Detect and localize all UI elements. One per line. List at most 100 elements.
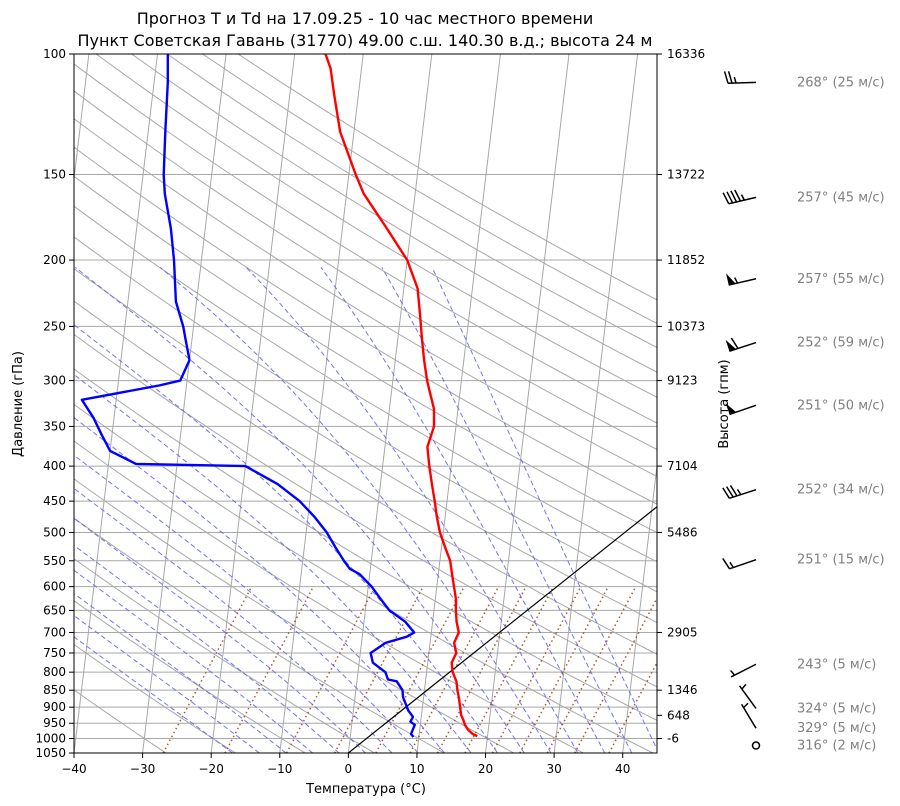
mixing-ratio-line [285, 586, 376, 753]
barb-half [736, 488, 742, 496]
y-tick-label: 300 [43, 374, 66, 388]
mixing-ratio-line [464, 586, 555, 753]
dry-adiabat [166, 54, 657, 349]
sounding-profiles [80, 54, 478, 738]
barb-staff [738, 685, 757, 709]
isotherm-line [74, 54, 90, 183]
barb-staff [730, 663, 757, 678]
moist-adiabat [74, 569, 314, 753]
height-tick-label: 11852 [667, 253, 705, 267]
moist-adiabat [74, 544, 340, 753]
y-tick-label: 900 [43, 700, 66, 714]
isotherm-line [74, 54, 158, 753]
dry-adiabat [95, 54, 657, 398]
y-tick-label: 150 [43, 168, 66, 182]
dry-adiabat [74, 333, 657, 688]
barb-staff [729, 488, 757, 500]
dry-adiabat [74, 478, 515, 753]
height-tick-label: 7104 [667, 459, 698, 473]
wind-label: 251° (50 м/с) [797, 398, 885, 413]
height-tick-label: 1346 [667, 683, 698, 697]
barb-staff [727, 81, 757, 85]
y-tick-label: 650 [43, 603, 66, 617]
dry-adiabat [74, 300, 657, 655]
mixing-ratio-line [656, 751, 657, 753]
height-tick-label: 13722 [667, 168, 705, 182]
barb-full [723, 71, 729, 84]
y-tick-label: 750 [43, 646, 66, 660]
y-tick-label: 700 [43, 625, 66, 639]
moist-adiabat [245, 267, 579, 753]
barb-full [722, 192, 730, 205]
moist-adiabat [74, 324, 499, 753]
barb-half [743, 702, 749, 709]
barb-flag [725, 339, 737, 352]
moist-adiabat [74, 267, 525, 753]
height-tick-label: 648 [667, 708, 690, 722]
y-tick-label: 500 [43, 525, 66, 539]
chart-title-line1: Прогноз T и Td на 17.09.25 - 10 час мест… [137, 9, 593, 28]
barb-staff [729, 558, 757, 570]
y-tick-label: 1000 [35, 731, 66, 745]
thermodynamic-background [74, 54, 774, 753]
isotherm-line [622, 461, 657, 753]
wind-label: 316° (2 м/с) [797, 739, 876, 754]
wind-label: 257° (55 м/с) [797, 272, 885, 287]
barb-half [741, 683, 747, 690]
wind-label: 329° (5 м/с) [797, 721, 876, 736]
height-tick-label: 5486 [667, 525, 698, 539]
y-tick-label: 350 [43, 419, 66, 433]
isotherm-line [691, 54, 774, 753]
dry-adiabat [74, 118, 657, 478]
barb-full [730, 190, 738, 203]
barb-flag [725, 403, 737, 415]
barb-half [729, 669, 736, 676]
wind-label: 252° (59 м/с) [797, 336, 885, 351]
isotherm-line [210, 54, 296, 753]
wind-barb [725, 403, 757, 416]
wind-barbs [722, 71, 761, 750]
isotherm-line [553, 54, 639, 753]
y-tick-label: 200 [43, 253, 66, 267]
barb-full [727, 71, 733, 84]
barb-half [740, 194, 745, 201]
dry-adiabat [74, 403, 654, 753]
dry-adiabat [74, 205, 657, 563]
wind-barb [722, 484, 757, 500]
barb-full [725, 486, 734, 498]
barb-full [734, 189, 742, 202]
wind-label: 243° (5 м/с) [797, 657, 876, 672]
isotherm-line [485, 54, 570, 753]
dry-adiabat [202, 54, 657, 325]
wind-barb [726, 273, 757, 286]
y-tick-label: 800 [43, 665, 66, 679]
wind-label: 324° (5 м/с) [797, 701, 876, 716]
dry-adiabat [74, 90, 657, 451]
barb-staff [740, 703, 757, 729]
axis-ticks: −40 −30 −20 −10 0 10 20 30 40 100 150 200 250 300 350 4… [35, 47, 705, 776]
x-tick-label: −10 [267, 762, 292, 776]
moist-adiabat [74, 517, 366, 753]
dry-adiabat [74, 600, 306, 753]
dry-adiabat [74, 643, 236, 753]
y-tick-label: 850 [43, 683, 66, 697]
barb-staff [728, 196, 757, 205]
barb-flag [726, 273, 736, 286]
barb-half [733, 76, 737, 84]
dry-adiabat [74, 63, 657, 424]
wind-label: 252° (34 м/с) [797, 483, 885, 498]
x-tick-label: 20 [478, 762, 493, 776]
wind-barb [725, 337, 757, 352]
wind-barb [723, 71, 757, 85]
moist-adiabat [74, 615, 260, 753]
isotherm-line [347, 54, 433, 753]
y-tick-label: 100 [43, 47, 66, 61]
moist-adiabat [74, 454, 419, 753]
height-tick-label: 9123 [667, 374, 698, 388]
wind-barb [740, 702, 757, 729]
temperature-line [324, 54, 478, 738]
dewpoint-line [80, 54, 416, 738]
wind-barb [751, 741, 761, 750]
y-tick-label: 1050 [35, 746, 66, 760]
